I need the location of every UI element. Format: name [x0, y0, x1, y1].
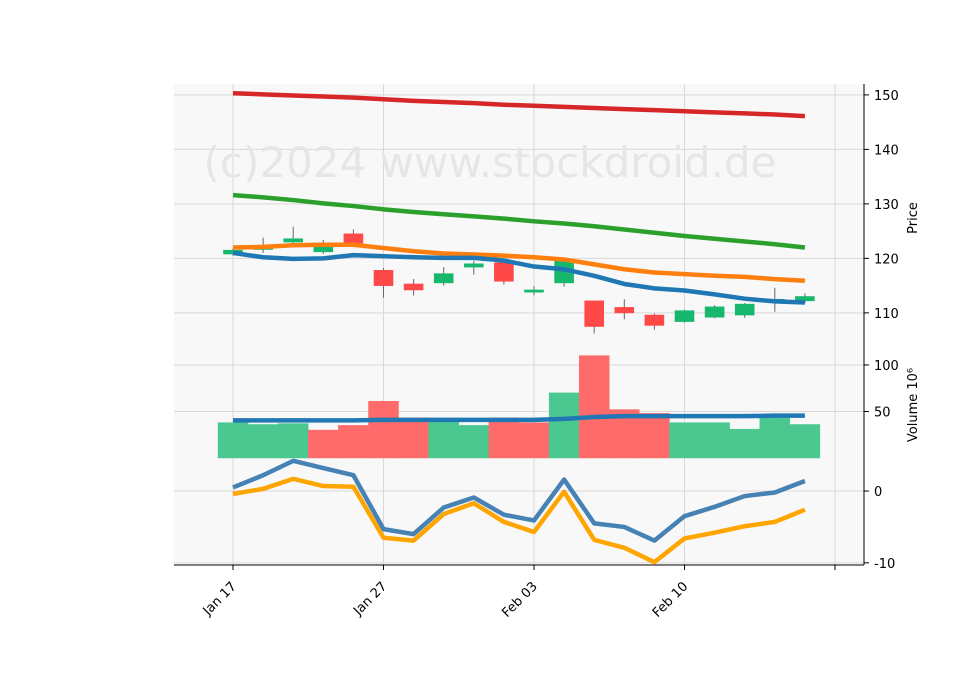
- price-axis-title: Price: [906, 202, 921, 234]
- volume-bar: [548, 392, 580, 459]
- volume-bar: [488, 417, 520, 459]
- price-panel: [223, 91, 815, 334]
- volume-bar: [639, 413, 670, 459]
- price-y-tick-label: 130: [874, 198, 899, 213]
- volume-y-tick-label: 50: [874, 405, 891, 420]
- volume-bar: [398, 417, 429, 459]
- volume-bar: [759, 417, 791, 459]
- ma-20-line: [232, 250, 805, 305]
- candle-up: [734, 303, 755, 316]
- volume-panel: [217, 355, 821, 459]
- signal-line: [232, 476, 806, 565]
- macd-panel: [232, 458, 806, 565]
- volume-bar: [699, 422, 730, 459]
- volume-bar: [458, 425, 490, 459]
- price-panel-background: [174, 84, 864, 351]
- macd-panel-background: [174, 458, 864, 565]
- candle-up: [433, 273, 454, 284]
- ma-200-line: [232, 91, 806, 119]
- macd-y-tick-label: -10: [874, 557, 895, 572]
- candle-down: [644, 314, 665, 326]
- volume-bar: [518, 422, 550, 459]
- price-y-tick-label: 150: [874, 89, 899, 104]
- volume-bar: [217, 422, 249, 459]
- volume-bar: [789, 424, 821, 459]
- price-y-tick-label: 140: [874, 143, 899, 158]
- ma-100-line: [232, 192, 806, 250]
- ma-50-line: [232, 242, 806, 283]
- x-tick-label: Jan 27: [350, 579, 390, 619]
- x-tick-label: Feb 03: [499, 579, 541, 621]
- candle-up: [283, 238, 304, 243]
- candle-down: [494, 262, 514, 282]
- volume-bar: [729, 428, 760, 459]
- volume-bar: [247, 424, 279, 459]
- volume-bar: [669, 422, 700, 459]
- volume-bar: [428, 420, 459, 459]
- candle-down: [343, 233, 364, 244]
- panel-backgrounds: [174, 84, 864, 565]
- candle-down: [373, 270, 394, 286]
- macd-y-tick-label: 0: [874, 485, 882, 500]
- watermark-text: (c)2024 www.stockdroid.de: [204, 138, 777, 187]
- candle-down: [403, 283, 424, 291]
- candle-up: [704, 306, 725, 318]
- volume-average-line: [233, 413, 805, 423]
- price-y-tick-label: 120: [874, 252, 899, 267]
- volume-axis-title: Volume 10⁶: [906, 368, 921, 442]
- x-tick-label: Jan 17: [200, 579, 240, 619]
- price-y-tick-label: 110: [874, 307, 899, 322]
- volume-bar: [277, 423, 309, 459]
- volume-bar: [308, 429, 339, 459]
- candle-up: [674, 310, 695, 322]
- candle-up: [463, 263, 484, 268]
- candle-up: [524, 289, 544, 293]
- candle-down: [614, 307, 635, 314]
- macd-line: [232, 458, 806, 543]
- volume-bar: [368, 400, 399, 459]
- candle-down: [584, 300, 605, 327]
- x-tick-label: Feb 10: [650, 579, 692, 621]
- volume-bar: [338, 425, 369, 459]
- volume-y-tick-label: 100: [874, 359, 899, 374]
- volume-bar: [578, 355, 610, 459]
- grid-lines: [174, 84, 864, 565]
